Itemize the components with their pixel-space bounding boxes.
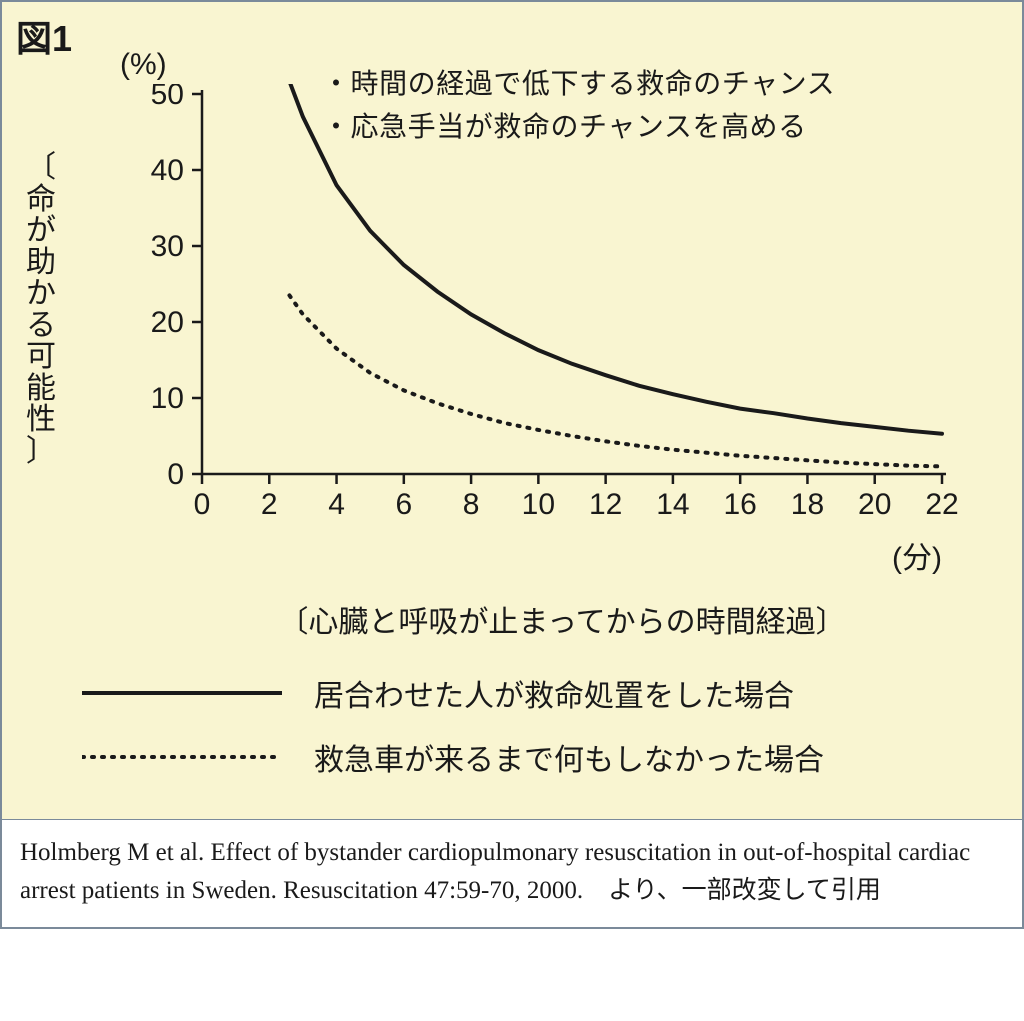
svg-text:16: 16 [723, 488, 756, 521]
chart-panel: 図1 (%) 〔命が助かる可能性〕 ・時間の経過で低下する救命のチャンス ・応急… [2, 2, 1022, 820]
annotation-bullets: ・時間の経過で低下する救命のチャンス ・応急手当が救命のチャンスを高める [322, 62, 835, 149]
svg-text:0: 0 [194, 488, 211, 521]
svg-text:0: 0 [167, 458, 184, 491]
legend-line-with-cpr [82, 687, 282, 699]
svg-text:50: 50 [151, 84, 184, 111]
bullet-2: ・応急手当が救命のチャンスを高める [322, 105, 835, 148]
legend-label-no-cpr: 救急車が来るまで何もしなかった場合 [314, 735, 824, 779]
svg-text:20: 20 [858, 488, 891, 521]
svg-text:30: 30 [151, 230, 184, 263]
figure-container: 図1 (%) 〔命が助かる可能性〕 ・時間の経過で低下する救命のチャンス ・応急… [0, 0, 1024, 929]
x-axis-unit: (分) [142, 533, 942, 577]
svg-text:2: 2 [261, 488, 278, 521]
y-axis-label: 〔命が助かる可能性〕 [24, 152, 58, 467]
legend-item-with-cpr: 居合わせた人が救命処置をした場合 [82, 671, 962, 715]
citation-text: Holmberg M et al. Effect of bystander ca… [2, 820, 1022, 927]
bullet-1: ・時間の経過で低下する救命のチャンス [322, 62, 835, 105]
x-axis-label: 〔心臓と呼吸が止まってからの時間経過〕 [142, 597, 982, 641]
svg-text:12: 12 [589, 488, 622, 521]
legend-label-with-cpr: 居合わせた人が救命処置をした場合 [314, 671, 794, 715]
svg-text:10: 10 [151, 382, 184, 415]
plot-area: 0 10 20 30 40 50 0 2 4 6 8 10 12 14 16 18 20 22 (分) 〔心臓と呼… [142, 84, 982, 641]
svg-text:20: 20 [151, 306, 184, 339]
legend-line-no-cpr [82, 751, 282, 763]
legend-item-no-cpr: 救急車が来るまで何もしなかった場合 [82, 735, 962, 779]
y-axis-unit: (%) [120, 48, 167, 82]
svg-text:10: 10 [522, 488, 555, 521]
svg-text:6: 6 [395, 488, 412, 521]
svg-text:22: 22 [925, 488, 958, 521]
figure-label: 図1 [16, 10, 72, 62]
legend: 居合わせた人が救命処置をした場合救急車が来るまで何もしなかった場合 [82, 671, 962, 779]
svg-text:18: 18 [791, 488, 824, 521]
svg-text:4: 4 [328, 488, 345, 521]
svg-text:8: 8 [463, 488, 480, 521]
svg-text:40: 40 [151, 154, 184, 187]
svg-text:14: 14 [656, 488, 689, 521]
chart-svg: 0 10 20 30 40 50 0 2 4 6 8 10 12 14 16 18 20 22 [142, 84, 962, 524]
